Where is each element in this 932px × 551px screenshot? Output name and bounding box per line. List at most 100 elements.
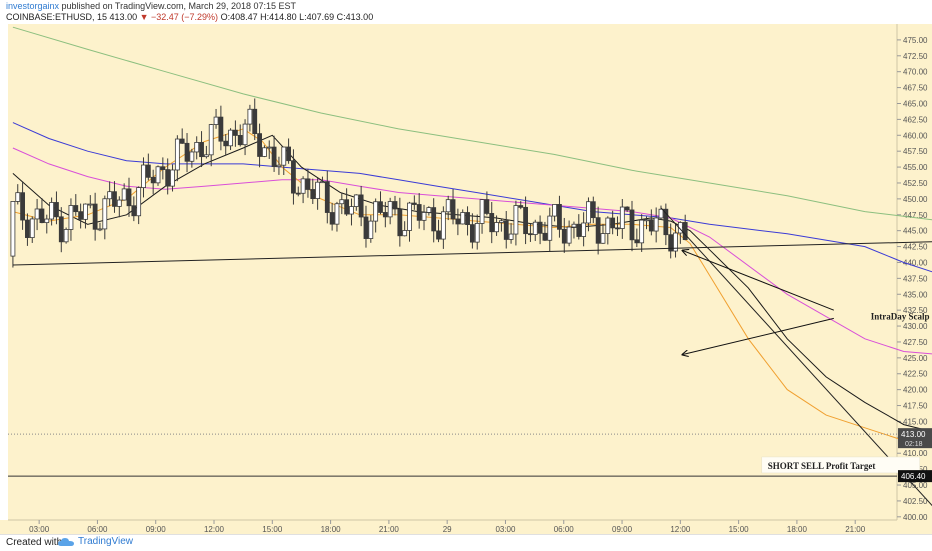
- candle-body: [368, 220, 374, 239]
- candle-body: [102, 198, 108, 230]
- x-tick-label: 21:00: [379, 525, 400, 534]
- x-tick-label: 12:00: [670, 525, 691, 534]
- y-tick-label: 435.00: [903, 290, 928, 299]
- created-with-label: Created with: [6, 537, 63, 548]
- symbol-label: COINBASE:ETHUSD, 15: [6, 12, 108, 22]
- candle-body: [469, 224, 475, 243]
- candle-body: [494, 222, 499, 233]
- candle-body: [508, 233, 514, 240]
- candle-body: [532, 221, 538, 235]
- candle-body: [353, 194, 359, 207]
- y-tick-label: 425.00: [903, 354, 928, 363]
- y-tick-label: 415.00: [903, 417, 928, 426]
- candle-body: [29, 218, 35, 238]
- x-tick-label: 09:00: [612, 525, 633, 534]
- y-tick-label: 442.50: [903, 243, 928, 252]
- y-tick-label: 450.00: [903, 195, 928, 204]
- profit-target-box: [761, 456, 921, 474]
- author-name[interactable]: investorgainx: [6, 1, 60, 11]
- candle-body: [136, 187, 142, 217]
- candle-body: [315, 181, 321, 200]
- annotation-arrow: [682, 250, 835, 311]
- candle-body: [547, 215, 553, 241]
- x-tick-label: 29: [443, 525, 452, 534]
- candle-body: [648, 219, 654, 232]
- y-tick-label: 472.50: [903, 52, 928, 61]
- chart-header: investorgainx published on TradingView.c…: [0, 0, 932, 24]
- candle-body: [10, 201, 16, 257]
- candle-body: [286, 146, 291, 162]
- tradingview-brand-label: TradingView: [78, 536, 134, 547]
- candle-body: [25, 219, 30, 238]
- y-tick-label: 437.50: [903, 274, 928, 283]
- scalp-sell-annotation: IntraDay Scalp Sell: [871, 312, 932, 322]
- countdown-label: 02:18: [905, 441, 923, 448]
- annotation-arrow: [682, 317, 834, 354]
- candle-body: [503, 220, 509, 240]
- x-tick-label: 18:00: [321, 525, 342, 534]
- candle-body: [663, 208, 669, 236]
- candle-body: [571, 223, 577, 228]
- x-tick-label: 06:00: [554, 525, 575, 534]
- x-tick-label: 03:00: [29, 525, 50, 534]
- candle-body: [320, 181, 325, 184]
- candle-body: [615, 227, 620, 230]
- candle-body: [474, 223, 480, 243]
- y-tick-label: 475.00: [903, 36, 928, 45]
- candle-body: [634, 239, 640, 244]
- candle-body: [576, 223, 582, 237]
- candle-body: [450, 199, 456, 220]
- candle-body: [421, 212, 427, 221]
- candle-body: [537, 221, 543, 234]
- candle-body: [300, 178, 306, 194]
- candle-body: [15, 192, 21, 202]
- price-axis: [897, 24, 932, 534]
- moving-average-ma_pink: [12, 147, 932, 355]
- candle-body: [194, 142, 200, 153]
- candle-body: [179, 138, 185, 144]
- candle-body: [373, 201, 379, 222]
- x-tick-label: 18:00: [787, 525, 808, 534]
- y-tick-label: 465.00: [903, 99, 928, 108]
- candle-body: [677, 222, 683, 234]
- publish-info: published on TradingView.com, March 29, …: [61, 1, 297, 11]
- y-tick-label: 447.50: [903, 211, 928, 220]
- candle-body: [252, 108, 258, 135]
- candle-body: [39, 208, 45, 224]
- candle-body: [20, 192, 25, 221]
- ohlc-line: COINBASE:ETHUSD, 15 413.00 ▼ −32.47 (−7.…: [6, 12, 373, 22]
- candle-body: [242, 123, 248, 146]
- candle-body: [513, 205, 519, 235]
- candle-body: [552, 204, 558, 217]
- candle-body: [479, 199, 485, 224]
- candle-body: [160, 166, 166, 170]
- candle-body: [83, 203, 88, 220]
- candle-body: [382, 212, 388, 218]
- support-line: [12, 241, 932, 266]
- candle-body: [73, 205, 79, 213]
- candle-body: [349, 206, 354, 215]
- candle-body: [499, 220, 504, 223]
- price-chart[interactable]: 400.00402.50405.00407.50410.00412.50415.…: [0, 24, 932, 534]
- candle-body: [455, 218, 461, 225]
- candle-body: [131, 205, 137, 217]
- candle-body: [581, 222, 587, 237]
- y-tick-label: 467.50: [903, 84, 928, 93]
- candle-body: [121, 188, 127, 201]
- candle-body: [528, 233, 533, 236]
- candle-body: [281, 146, 287, 166]
- candle-body: [595, 217, 601, 244]
- candle-body: [682, 222, 688, 241]
- candle-body: [610, 217, 616, 229]
- candle-body: [266, 146, 272, 149]
- candle-body: [155, 166, 161, 184]
- candle-body: [228, 129, 233, 147]
- candle-body: [639, 219, 645, 244]
- candle-body: [329, 212, 335, 225]
- tradingview-brand[interactable]: TradingView: [58, 536, 133, 547]
- y-tick-label: 460.00: [903, 131, 928, 140]
- y-tick-label: 445.00: [903, 227, 928, 236]
- candle-body: [387, 201, 393, 218]
- candle-body: [426, 207, 432, 213]
- candle-body: [523, 206, 528, 235]
